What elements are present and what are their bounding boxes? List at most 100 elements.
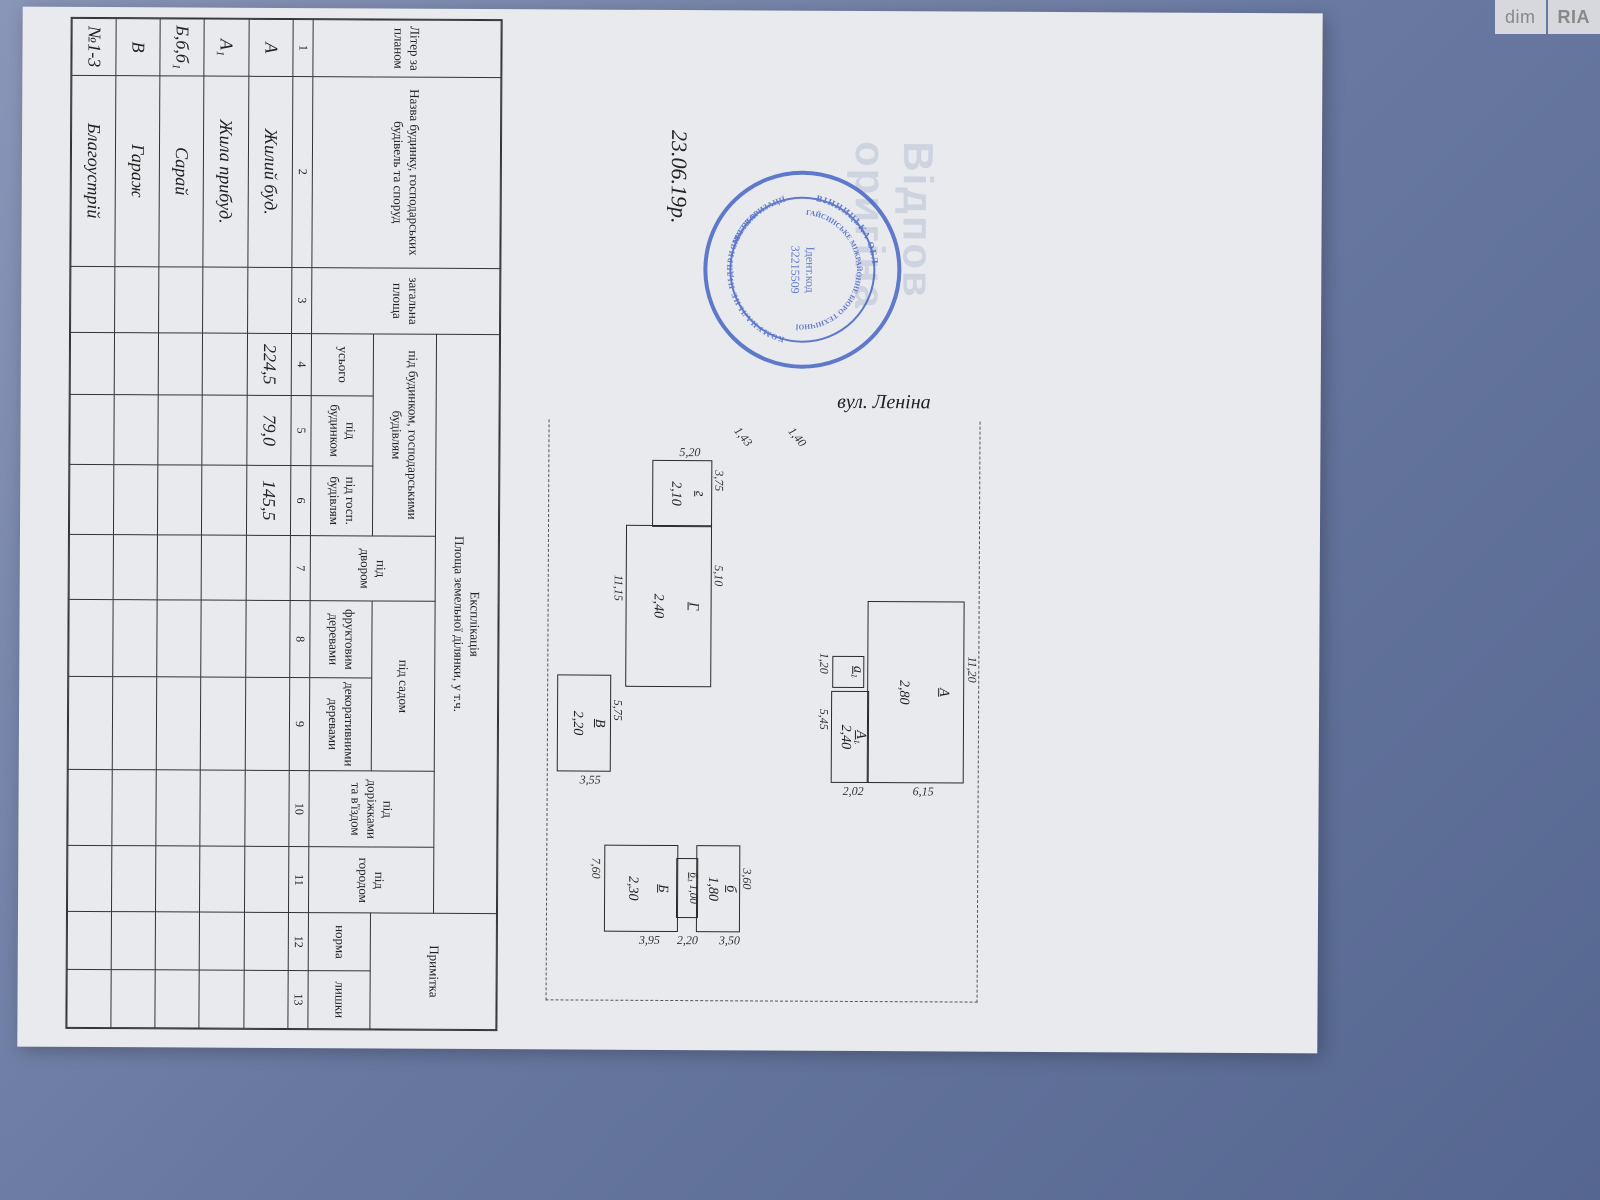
photo-background: Відпов оригіна Ідент.код 32215509 [0, 0, 1600, 1200]
cn3: 3 [291, 267, 311, 333]
watermark-ria: RIA [1548, 0, 1600, 34]
r0-c3 [247, 267, 291, 333]
watermark-dim: dim [1495, 0, 1546, 34]
hdr-c11: під городом [308, 847, 434, 914]
r0-c4: 224,5 [247, 333, 291, 395]
hdr-sub2: під садом [372, 601, 436, 771]
lbl-g: г [692, 491, 707, 497]
hdr-c12: норма [308, 913, 371, 971]
hdr-c10: під доріжками та в'їздом [308, 771, 434, 848]
dim-A1-bot: 5,45 [816, 709, 831, 730]
h-b1: 1,00 [687, 885, 699, 904]
hdr-c7: під двором [310, 536, 436, 602]
hdr-sub1: під будинком, господарськими будівлям [373, 334, 437, 536]
table-row: А Жилий буд. 224,5 79,0 145,5 [243, 19, 292, 1028]
h-A: 2,80 [897, 680, 912, 705]
hdr-group: Експлікація Площа земельної ділянки, у т… [434, 334, 500, 914]
cn12: 12 [288, 913, 308, 971]
sheet-rotated: Відпов оригіна Ідент.код 32215509 [0, 5, 1063, 1052]
svg-text:КОМУНАЛЬНЕ ПІДПРИЄМСТВО: КОМУНАЛЬНЕ ПІДПРИЄМСТВО [725, 211, 786, 345]
lbl-A: А [936, 688, 951, 697]
hdr-c1: Літер за планом [313, 20, 502, 78]
dim-A-right: 6,15 [913, 784, 934, 799]
lbl-V: В [592, 719, 607, 728]
dim-b-side: 2,20 [677, 933, 698, 948]
cn9: 9 [289, 677, 309, 770]
building-B: Б2,30 [604, 845, 678, 932]
dim-B-right: 3,95 [639, 933, 660, 948]
h-G: 2,40 [651, 594, 666, 619]
dim-A-top: 11,20 [964, 657, 979, 683]
r2-lit: Б,б,б₁ [160, 19, 204, 76]
cn10: 10 [288, 771, 308, 847]
r0-c6: 145,5 [246, 465, 290, 535]
hdr-c13: лишки [308, 971, 371, 1029]
r4-lit: №1-3 [72, 18, 117, 75]
building-V: В 2,20 [557, 674, 612, 771]
watermark: dim RIA [1495, 0, 1600, 34]
r2-name: Сарай [159, 75, 204, 266]
r4-name: Благоустрій [71, 75, 116, 266]
dim-G-top: 5,10 [711, 565, 726, 586]
hdr-group2: Площа земельної ділянки, у т.ч. [451, 536, 467, 712]
stamp-ring-bottom: ІНВЕНТАРИЗАЦІЇ [729, 195, 786, 249]
hdr-c5: під будинком [310, 395, 373, 466]
svg-text:ІНВЕНТАРИЗАЦІЇ: ІНВЕНТАРИЗАЦІЇ [729, 195, 786, 249]
cn2: 2 [292, 76, 313, 267]
street-label: вул. Леніна [837, 391, 931, 414]
dim-G-bot: 11,15 [611, 575, 626, 601]
r3-name: Гараж [115, 75, 160, 266]
cn13: 13 [288, 971, 308, 1029]
header-row-1: Літер за планом Назва будинку, господарс… [433, 20, 501, 1029]
building-g: г 2,10 [652, 460, 712, 527]
dim-g-top: 3,75 [711, 470, 726, 491]
dim-g-left: 5,20 [679, 445, 700, 460]
stamp-bg-l2: оригіна [846, 141, 894, 310]
explication-table: Літер за планом Назва будинку, господарс… [65, 17, 502, 1031]
r0-lit: А [248, 19, 292, 76]
cn7: 7 [290, 535, 310, 601]
table-row: А₁ Жила прибуд. [199, 19, 248, 1028]
h-A1: 2,40 [838, 725, 853, 750]
dim-B-left: 7,60 [588, 858, 603, 879]
building-b1: б₁ 1,00 [676, 858, 698, 918]
table-row: №1-3 Благоустрій [67, 18, 117, 1027]
cn5: 5 [290, 395, 310, 465]
hdr-c4: усього [311, 334, 374, 396]
h-V: 2,20 [570, 711, 585, 736]
building-A1: А₁2,40 [831, 691, 869, 783]
hdr-c3: загальна площа [311, 267, 500, 334]
r0-name: Жилий буд. [247, 76, 292, 267]
lbl-b: б [723, 885, 738, 892]
lbl-G: Г [686, 602, 701, 610]
r0-c5: 79,0 [246, 395, 290, 465]
stamp-core: Ідент.код 32215509 [787, 246, 817, 294]
hdr-c2: Назва будинку, господарських будівель та… [312, 76, 501, 268]
stamp-core-l2: 32215509 [787, 246, 802, 294]
dim-V-right: 3,55 [580, 773, 601, 788]
building-G: Г 2,40 [625, 525, 712, 687]
stamp-bg-l1: Відпов [894, 141, 942, 299]
lbl-b1: б₁ [687, 872, 699, 881]
building-A: А 2,80 [867, 601, 965, 784]
handwritten-date: 23.06.19р. [666, 130, 692, 224]
h-b: 1,80 [706, 876, 721, 901]
cn6: 6 [290, 466, 310, 536]
cn1: 1 [293, 20, 313, 77]
building-a: а₁ [832, 656, 864, 688]
cn4: 4 [291, 333, 311, 395]
hdr-note: Примітка [370, 913, 496, 1029]
table-row: Б,б,б₁ Сарай [155, 19, 204, 1028]
dim-b-top: 3,60 [739, 868, 754, 889]
building-b: б1,80 [696, 845, 740, 932]
hdr-c8: фруктовим деревами [309, 601, 372, 678]
h-B: 2,30 [625, 876, 640, 901]
hdr-title: Експлікація [467, 591, 482, 656]
stamp-ring-left: КОМУНАЛЬНЕ ПІДПРИЄМСТВО [725, 211, 786, 345]
dim-a-bot: 1,20 [816, 653, 831, 674]
document-paper: Відпов оригіна Ідент.код 32215509 [17, 7, 1322, 1054]
stamp-core-l1: Ідент.код [802, 246, 817, 294]
h-g: 2,10 [668, 481, 683, 506]
table: Літер за планом Назва будинку, господарс… [66, 18, 501, 1030]
cn11: 11 [288, 847, 308, 913]
